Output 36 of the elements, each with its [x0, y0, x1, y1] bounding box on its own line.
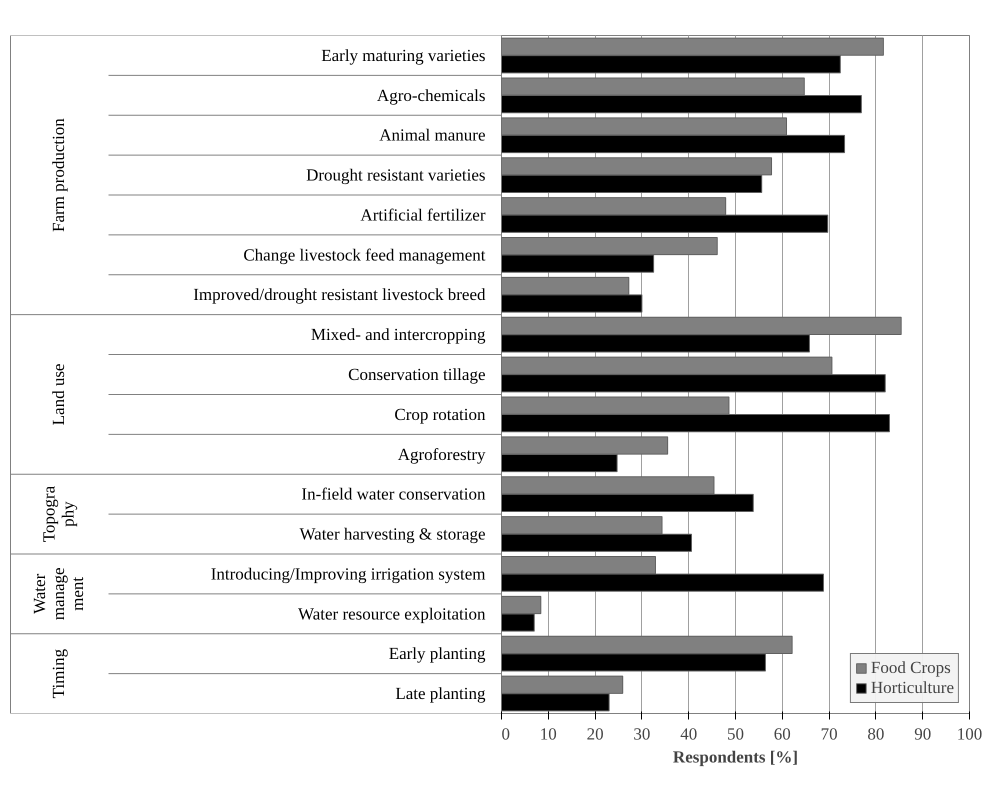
x-tick-label: 60 [774, 724, 791, 744]
y-tick-label: Early planting [388, 644, 486, 664]
x-tick-label: 0 [502, 724, 510, 744]
y-tick-label: Improved/drought resistant livestock breed [193, 285, 486, 304]
y-tick-label: Water harvesting & storage [299, 524, 486, 544]
x-axis-title: Respondents [%] [672, 748, 798, 766]
text: Farm production [49, 118, 68, 232]
y-tick-label: Water resource exploitation [298, 604, 486, 624]
x-tick-label: 40 [680, 724, 698, 744]
x-tick-label: 100 [956, 724, 982, 744]
text: Timing [49, 648, 68, 698]
y-tick-label: Agro-chemicals [376, 86, 486, 105]
x-tick-label: 50 [727, 724, 744, 744]
y-tick-label: Early maturing varieties [321, 46, 486, 65]
y-tick-label: In-field water conservation [301, 484, 486, 504]
text: Water manage ment [30, 567, 87, 620]
x-tick-label: 20 [586, 724, 604, 744]
y-tick-label: Drought resistant varieties [306, 166, 486, 185]
x-tick-label: 30 [633, 724, 650, 744]
y-tick-label: Agroforestry [398, 444, 486, 464]
y-tick-label: Late planting [395, 684, 486, 704]
y-tick-label: Conservation tillage [348, 365, 486, 384]
y-tick-label: Crop rotation [394, 404, 486, 424]
text: Topogra phy [40, 485, 78, 542]
x-tick-label: 10 [540, 724, 557, 744]
legend-label: Horticulture [870, 678, 954, 698]
text: Land use [49, 364, 68, 426]
y-tick-label: Introducing/Improving irrigation system [210, 564, 486, 584]
y-tick-label: Animal manure [379, 126, 486, 145]
y-tick-label: Change livestock feed management [243, 245, 486, 264]
y-tick-label: Mixed- and intercropping [310, 325, 486, 344]
x-tick-label: 80 [867, 724, 884, 744]
x-tick-label: 90 [914, 724, 932, 744]
legend-label: Food Crops [870, 658, 951, 678]
x-tick-label: 70 [820, 724, 838, 744]
y-tick-label: Artificial fertilizer [360, 205, 486, 224]
